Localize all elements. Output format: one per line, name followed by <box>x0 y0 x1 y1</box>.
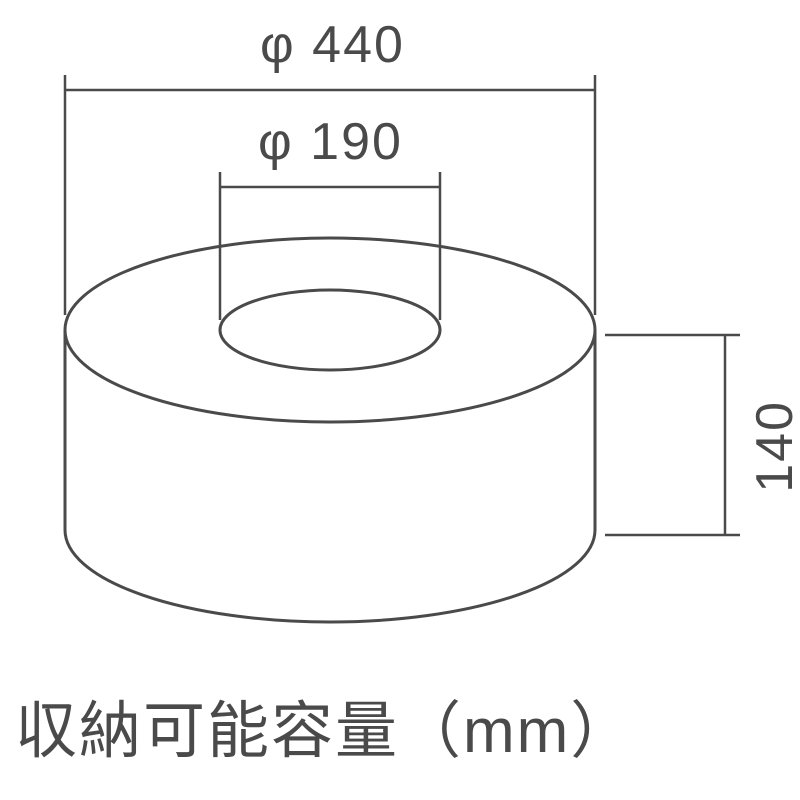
outer-top-ellipse <box>65 238 595 422</box>
caption-text: 収納可能容量（mm） <box>15 680 634 770</box>
outer-diameter-label: φ 440 <box>260 15 405 75</box>
inner-diameter-label: φ 190 <box>258 112 403 172</box>
height-label: 140 <box>745 400 800 493</box>
inner-top-ellipse <box>220 290 440 370</box>
diagram-canvas: φ 440 φ 190 140 収納可能容量（mm） <box>0 0 800 800</box>
cylinder-bottom-arc <box>65 530 595 622</box>
